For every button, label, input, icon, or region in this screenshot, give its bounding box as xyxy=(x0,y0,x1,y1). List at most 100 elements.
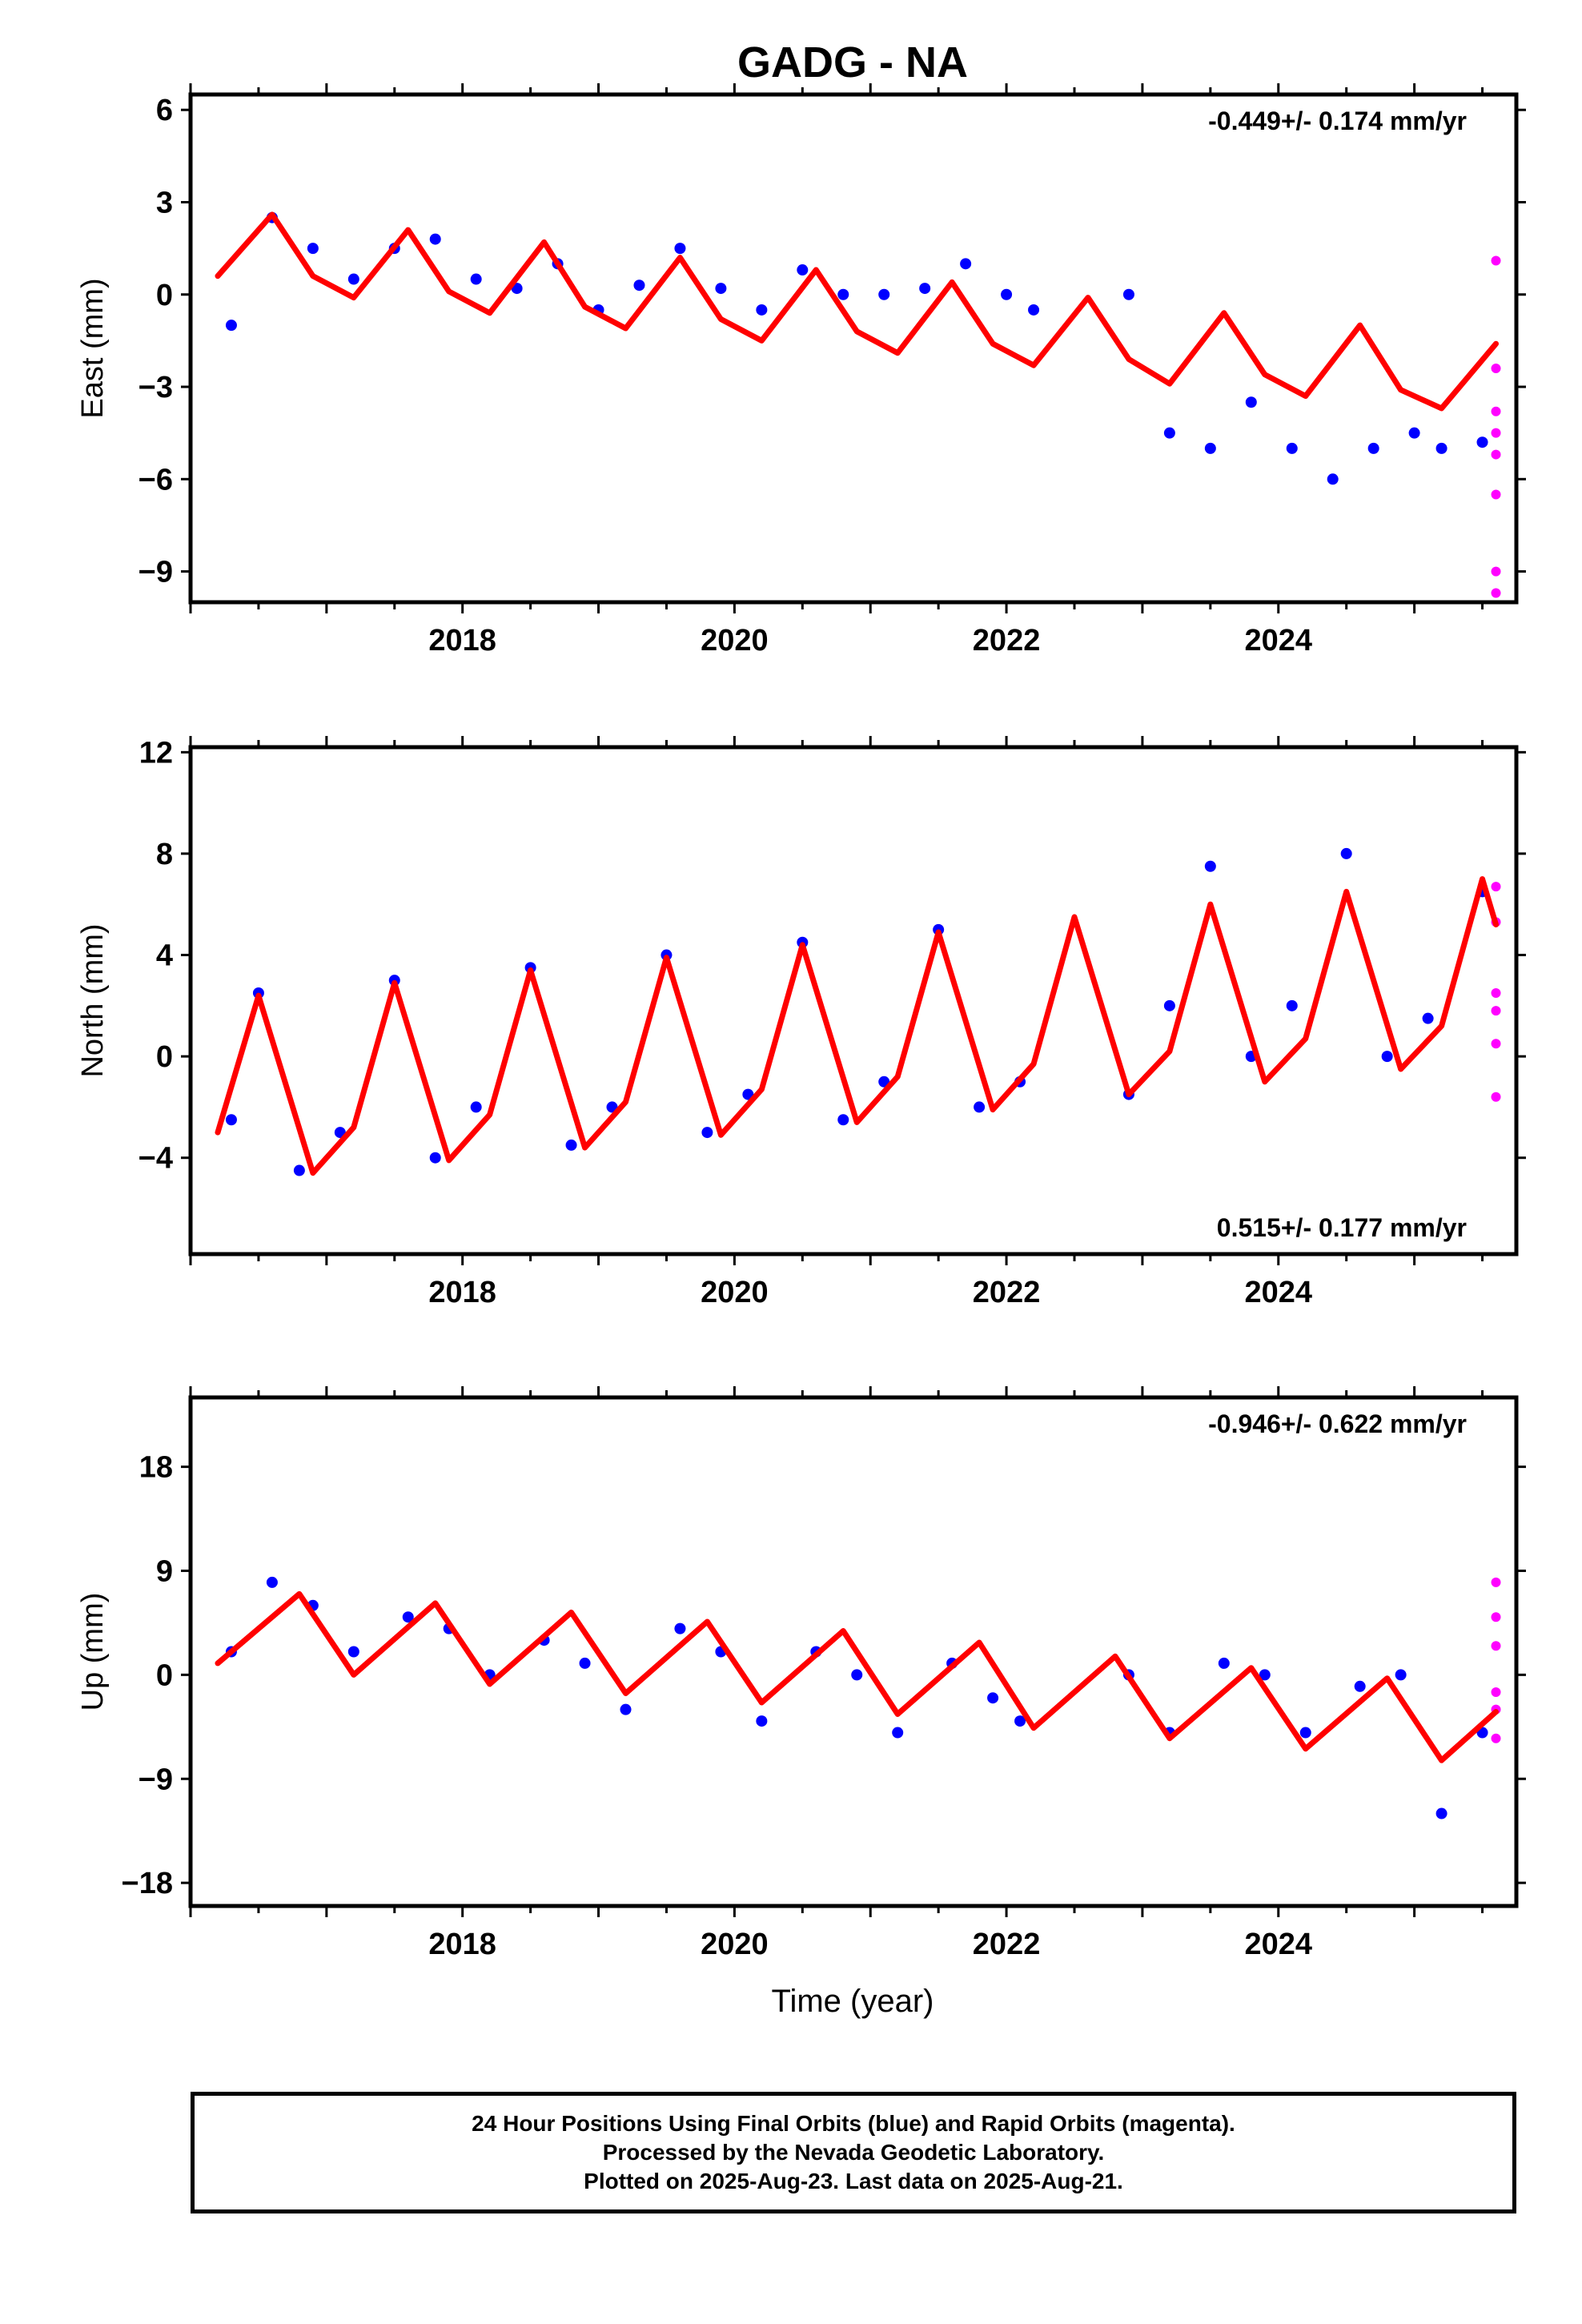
final-point xyxy=(225,320,237,332)
x-tick-label: 2018 xyxy=(428,624,496,657)
final-point xyxy=(1422,1012,1434,1024)
final-point xyxy=(892,1727,904,1739)
final-point xyxy=(470,273,482,285)
rapid-point xyxy=(1491,449,1501,460)
final-point xyxy=(1245,396,1257,408)
final-point xyxy=(1476,436,1488,448)
final-point xyxy=(1354,1680,1366,1692)
x-tick-label: 2022 xyxy=(973,1928,1041,1961)
final-point xyxy=(1435,442,1447,454)
final-point xyxy=(974,1101,986,1113)
rapid-point xyxy=(1491,588,1501,598)
plot-frame xyxy=(188,1395,1519,1908)
footer-line-1: 24 Hour Positions Using Final Orbits (bl… xyxy=(472,2111,1235,2136)
panels: 6 3 0 −3 −6 −9 2018 2020 2022 2024 East (mm) -0.449… xyxy=(76,83,1526,1961)
y-tick-label: 12 xyxy=(139,736,173,770)
final-point xyxy=(701,1127,713,1139)
rapid-point xyxy=(1491,406,1501,416)
final-point xyxy=(1286,999,1298,1011)
rapid-point xyxy=(1491,988,1501,999)
y-axis-label: East (mm) xyxy=(76,278,110,418)
y-tick-label: −6 xyxy=(139,463,173,497)
x-tick-label: 2018 xyxy=(428,1928,496,1961)
final-point xyxy=(1435,1807,1447,1819)
y-tick-label: 0 xyxy=(156,1040,173,1074)
final-point xyxy=(960,258,972,270)
rapid-point xyxy=(1491,1612,1501,1622)
final-point xyxy=(620,1703,632,1715)
final-point xyxy=(1122,288,1134,300)
y-tick-label: −3 xyxy=(139,371,173,404)
model-curve xyxy=(215,876,1500,1176)
final-point xyxy=(1204,442,1216,454)
final-point xyxy=(919,283,931,295)
y-tick-label: −9 xyxy=(139,1763,173,1796)
final-point xyxy=(1286,442,1298,454)
y-tick-label: 3 xyxy=(156,186,173,219)
final-point xyxy=(797,264,809,276)
y-tick-label: 18 xyxy=(139,1451,173,1485)
final-point xyxy=(1204,860,1216,872)
panel-1: 6 3 0 −3 −6 −9 2018 2020 2022 2024 East (mm) -0.449… xyxy=(76,83,1526,657)
rate-annotation: 0.515+/- 0.177 mm/yr xyxy=(1217,1213,1467,1242)
panel-3: 18 9 0 −9 −18 2018 2020 2022 2024 Up (mm) -0.946+/… xyxy=(76,1386,1526,1961)
y-axis-label: North (mm) xyxy=(76,923,110,1077)
y-tick-label: −18 xyxy=(122,1867,173,1900)
x-tick-label: 2020 xyxy=(701,1928,769,1961)
footer-line-2: Processed by the Nevada Geodetic Laborat… xyxy=(602,2140,1105,2165)
x-axis-label: Time (year) xyxy=(772,1984,934,2019)
rapid-point xyxy=(1491,1641,1501,1651)
final-point xyxy=(674,243,686,255)
model-curve xyxy=(215,1590,1500,1763)
final-point xyxy=(565,1139,577,1151)
rate-annotation: -0.946+/- 0.622 mm/yr xyxy=(1208,1409,1467,1438)
rapid-point xyxy=(1491,1577,1501,1587)
y-tick-label: 0 xyxy=(156,279,173,312)
rapid-point xyxy=(1491,1687,1501,1698)
plot-frame xyxy=(188,92,1519,605)
rapid-point xyxy=(1491,1733,1501,1743)
final-point xyxy=(1408,427,1420,439)
final-point xyxy=(1001,288,1013,300)
final-point xyxy=(1395,1669,1407,1681)
x-tick-label: 2024 xyxy=(1244,1928,1312,1961)
final-point xyxy=(1028,304,1040,316)
rapid-point xyxy=(1491,255,1501,266)
final-point xyxy=(579,1657,591,1669)
y-tick-label: −9 xyxy=(139,556,173,589)
figure-title: GADG - NA xyxy=(737,38,968,86)
final-point xyxy=(851,1669,863,1681)
rate-annotation: -0.449+/- 0.174 mm/yr xyxy=(1208,107,1467,135)
model-curve xyxy=(215,211,1500,412)
final-point xyxy=(878,288,890,300)
y-tick-label: 9 xyxy=(156,1554,173,1588)
rapid-point xyxy=(1491,363,1501,373)
final-point xyxy=(1218,1657,1230,1669)
final-point xyxy=(633,279,645,292)
final-point xyxy=(1381,1051,1393,1063)
final-point xyxy=(347,273,359,285)
panel-2: 12 8 4 0 −4 2018 2020 2022 2024 North (mm) 0.515+/… xyxy=(76,736,1526,1309)
rapid-point xyxy=(1491,566,1501,577)
y-tick-label: 8 xyxy=(156,838,173,871)
final-point xyxy=(674,1622,686,1634)
final-point xyxy=(1014,1715,1026,1727)
rapid-point xyxy=(1491,1039,1501,1049)
final-point xyxy=(756,304,768,316)
final-point xyxy=(225,1114,237,1126)
final-point xyxy=(307,243,319,255)
x-tick-label: 2024 xyxy=(1244,1276,1312,1309)
final-point xyxy=(1327,473,1339,485)
y-tick-label: −4 xyxy=(139,1142,173,1176)
final-point xyxy=(1259,1669,1271,1681)
rapid-point xyxy=(1491,882,1501,892)
footer-line-3: Plotted on 2025-Aug-23. Last data on 202… xyxy=(584,2169,1123,2193)
final-point xyxy=(347,1646,359,1658)
rapid-point xyxy=(1491,428,1501,438)
x-tick-label: 2020 xyxy=(701,624,769,657)
final-point xyxy=(1163,999,1175,1011)
final-point xyxy=(293,1164,305,1176)
final-point xyxy=(1340,847,1352,859)
final-point xyxy=(756,1715,768,1727)
